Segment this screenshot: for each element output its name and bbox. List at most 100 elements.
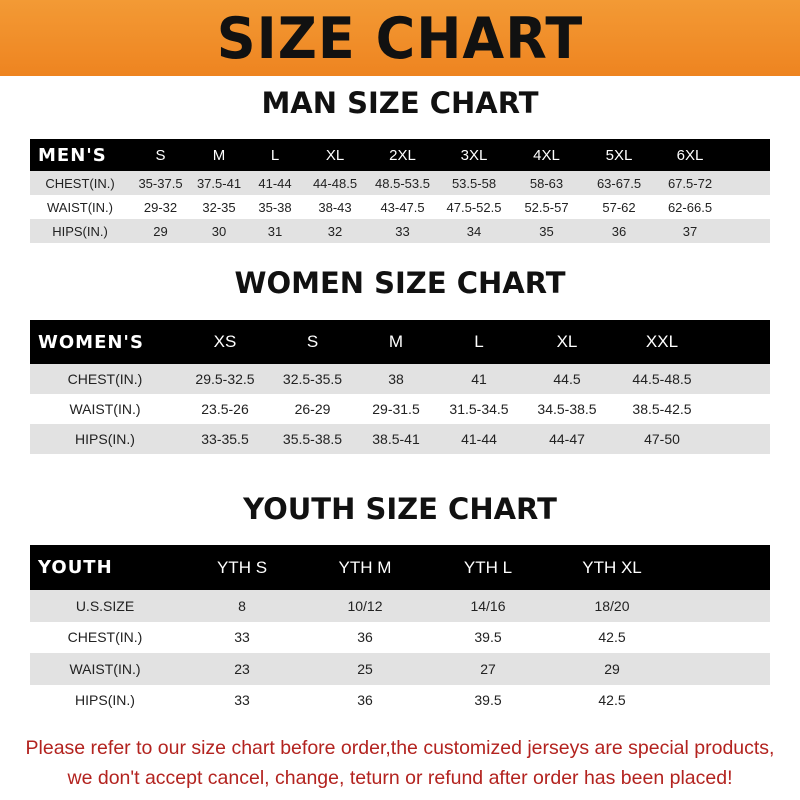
measurement-cell: 38.5-41 xyxy=(372,431,420,447)
page-title: SIZE CHART xyxy=(216,4,584,72)
measurement-cell: 67.5-72 xyxy=(667,175,713,191)
measurement-cell: 18/20 xyxy=(594,597,630,614)
measurement-cell: 62-66.5 xyxy=(667,199,713,215)
size-column-header: 4XL xyxy=(533,146,560,164)
measurement-cell: 29-31.5 xyxy=(372,401,420,417)
row-label: WAIST(IN.) xyxy=(47,199,113,215)
measurement-cell: 8 xyxy=(238,597,246,614)
measurement-cell: 38-43 xyxy=(318,199,352,215)
header-row: MEN'S S M L XL 2XL 3XL 4XL 5XL 6XL xyxy=(30,139,770,171)
measurement-cell: 29 xyxy=(604,660,620,677)
measurement-cell: 25 xyxy=(357,660,373,677)
measurement-cell: 33 xyxy=(395,223,410,239)
size-column-header: S xyxy=(155,146,166,164)
measurement-cell: 23 xyxy=(234,660,250,677)
size-column-header: XS xyxy=(213,332,237,351)
measurement-cell: 53.5-58 xyxy=(451,175,497,191)
row-label: CHEST(IN.) xyxy=(67,371,143,387)
table-row: CHEST(IN.) 33 36 39.5 42.5 xyxy=(30,621,770,653)
measurement-cell: 47-50 xyxy=(644,431,680,447)
measurement-cell: 38.5-42.5 xyxy=(632,401,692,417)
table-row: CHEST(IN.) 29.5-32.5 32.5-35.5 38 41 44.5 44.5… xyxy=(30,364,770,394)
men-section-title: MAN SIZE CHART xyxy=(261,86,539,120)
table-row: U.S.SIZE 8 10/12 14/16 18/20 xyxy=(30,590,770,622)
measurement-cell: 31.5-34.5 xyxy=(449,401,509,417)
size-column-header: M xyxy=(212,146,226,164)
row-label: U.S.SIZE xyxy=(75,597,135,614)
measurement-cell: 43-47.5 xyxy=(380,199,425,215)
size-column-header: S xyxy=(306,332,319,351)
row-label: CHEST(IN.) xyxy=(45,175,115,191)
measurement-cell: 44-48.5 xyxy=(312,175,358,191)
row-label: HIPS(IN.) xyxy=(52,223,108,239)
table-row: HIPS(IN.) 33 36 39.5 42.5 xyxy=(30,684,770,716)
measurement-cell: 33 xyxy=(234,629,250,646)
header-row: WOMEN'S XS S M L XL XXL xyxy=(30,320,770,364)
size-column-header: YTH XL xyxy=(582,557,642,577)
size-column-header: L xyxy=(474,332,484,351)
youth-section-title: YOUTH SIZE CHART xyxy=(243,492,557,526)
measurement-cell: 37.5-41 xyxy=(196,175,242,191)
table-row: WAIST(IN.) 29-32 32-35 35-38 38-43 43-47.5 47.… xyxy=(30,195,770,219)
measurement-cell: 29.5-32.5 xyxy=(195,371,255,387)
row-label: HIPS(IN.) xyxy=(75,692,135,709)
youth-size-table: YOUTH YTH S YTH M YTH L YTH XL U.S.SIZE 8 10/12… xyxy=(30,545,770,716)
table-row: CHEST(IN.) 35-37.5 37.5-41 41-44 44-48.5 48.5… xyxy=(30,171,770,195)
measurement-cell: 29-32 xyxy=(143,199,178,215)
measurement-cell: 14/16 xyxy=(470,597,506,614)
measurement-cell: 35-37.5 xyxy=(138,175,183,191)
measurement-cell: 42.5 xyxy=(598,629,626,646)
header-row: YOUTH YTH S YTH M YTH L YTH XL xyxy=(30,545,770,590)
men-size-table: MEN'S S M L XL 2XL 3XL 4XL 5XL 6XL CHEST(IN.) 35-37… xyxy=(30,139,770,243)
size-column-header: 5XL xyxy=(605,146,633,164)
measurement-cell: 35 xyxy=(539,223,554,239)
measurement-cell: 10/12 xyxy=(347,597,383,614)
row-label: CHEST(IN.) xyxy=(67,629,143,646)
measurement-cell: 33-35.5 xyxy=(201,431,249,447)
measurement-cell: 26-29 xyxy=(294,401,331,417)
measurement-cell: 42.5 xyxy=(598,692,626,709)
measurement-cell: 44.5 xyxy=(553,371,581,387)
table-row: WAIST(IN.) 23.5-26 26-29 29-31.5 31.5-34.5 34… xyxy=(30,394,770,424)
measurement-cell: 35.5-38.5 xyxy=(282,431,343,447)
size-column-header: YTH L xyxy=(463,557,513,577)
size-column-header: XL xyxy=(556,332,578,351)
measurement-cell: 31 xyxy=(267,223,283,239)
women-section-title: WOMEN SIZE CHART xyxy=(234,266,566,300)
measurement-cell: 41-44 xyxy=(461,431,497,447)
measurement-cell: 35-38 xyxy=(258,199,292,215)
measurement-cell: 32 xyxy=(327,223,343,239)
measurement-cell: 34 xyxy=(466,223,482,239)
measurement-cell: 33 xyxy=(234,692,250,709)
measurement-cell: 41-44 xyxy=(258,175,292,191)
measurement-cell: 58-63 xyxy=(529,175,564,191)
measurement-cell: 36 xyxy=(611,223,627,239)
measurement-cell: 48.5-53.5 xyxy=(375,175,430,191)
measurement-cell: 47.5-52.5 xyxy=(446,199,502,215)
notice-line: Please refer to our size chart before or… xyxy=(25,737,775,759)
size-column-header: YTH S xyxy=(216,557,268,577)
banner: SIZE CHART xyxy=(0,0,800,76)
size-column-header: L xyxy=(270,146,280,164)
measurement-cell: 37 xyxy=(682,223,698,239)
measurement-cell: 57-62 xyxy=(602,199,636,215)
notice-line: we don't accept cancel, change, teturn o… xyxy=(67,767,733,789)
measurement-cell: 23.5-26 xyxy=(201,401,249,417)
measurement-cell: 39.5 xyxy=(474,629,502,646)
measurement-cell: 36 xyxy=(357,629,373,646)
table-row: HIPS(IN.) 33-35.5 35.5-38.5 38.5-41 41-44 44-… xyxy=(30,424,770,454)
measurement-cell: 30 xyxy=(211,223,227,239)
size-column-header: XXL xyxy=(645,332,679,351)
row-label: WAIST(IN.) xyxy=(69,401,141,417)
size-column-header: 3XL xyxy=(460,146,488,164)
size-column-header: XL xyxy=(325,146,345,164)
table-header-label: YOUTH xyxy=(38,557,113,578)
measurement-cell: 63-67.5 xyxy=(596,175,642,191)
table-row: HIPS(IN.) 29 30 31 32 33 34 35 36 37 xyxy=(30,219,770,243)
size-column-header: 6XL xyxy=(676,146,704,164)
measurement-cell: 41 xyxy=(471,371,487,387)
measurement-cell: 38 xyxy=(388,371,404,387)
measurement-cell: 44-47 xyxy=(549,431,585,447)
measurement-cell: 32.5-35.5 xyxy=(282,371,343,387)
measurement-cell: 29 xyxy=(153,223,168,239)
